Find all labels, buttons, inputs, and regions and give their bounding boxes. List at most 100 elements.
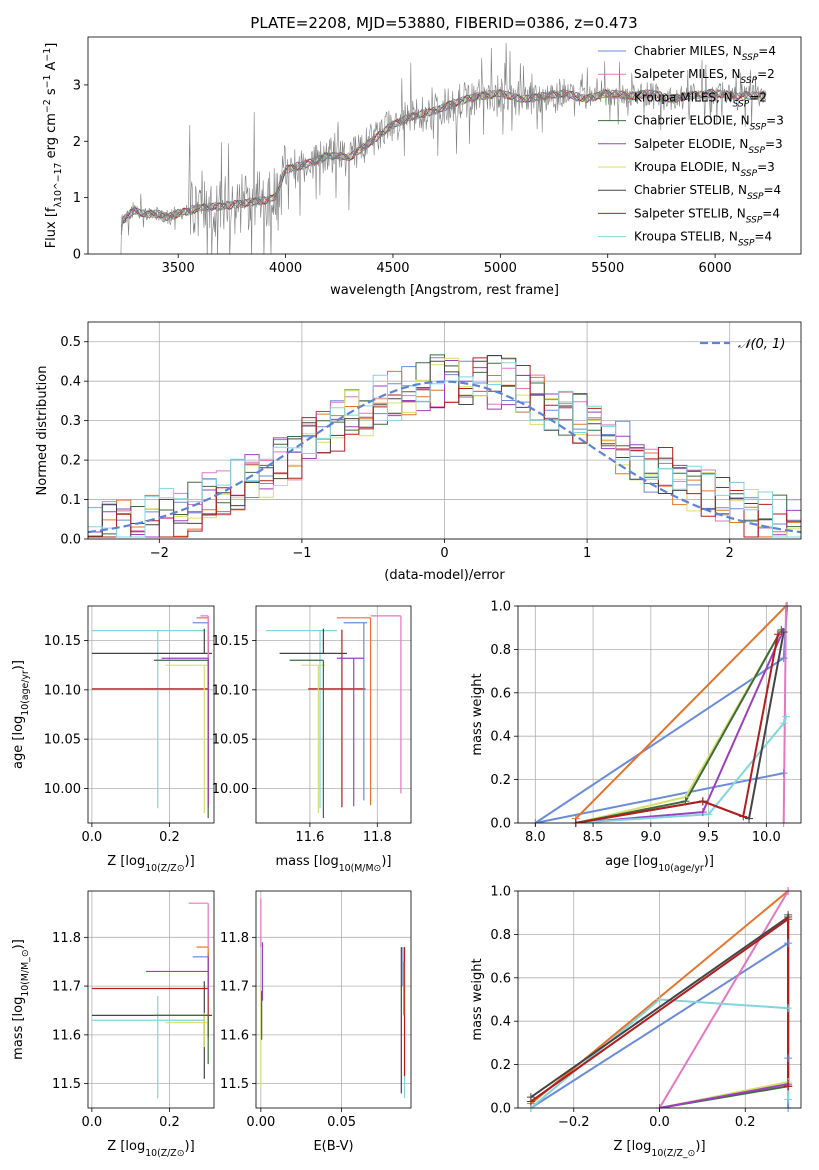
- plot-area: [256, 891, 411, 1108]
- x-tick-label: 4500: [376, 261, 409, 276]
- x-tick-label: 11.6: [295, 830, 324, 845]
- plot-area: [88, 606, 214, 823]
- x-axis-label: age [log10(age/yr)]: [605, 854, 714, 874]
- x-axis-label: (data-model)/error: [384, 568, 505, 583]
- axes-frame: [87, 605, 215, 824]
- y-tick-label: 0.3: [60, 414, 81, 429]
- panel-weight_vs_age: 8.0 8.5 9.0 9.5 10.0 0.0 0.2 0.4 0.6 0.8 1.0 age [l…: [470, 600, 802, 874]
- weight-marker: [781, 712, 790, 721]
- x-axis-label: wavelength [Angstrom, rest frame]: [330, 283, 559, 298]
- legend-entry: Salpeter ELODIE, NSSP=3: [634, 137, 783, 156]
- histogram-step: [88, 357, 801, 538]
- panel-weight_vs_Z: −0.2 0.0 0.2 0.0 0.2 0.4 0.6 0.8 1.0 Z [log10(Z/Z…: [470, 885, 802, 1159]
- y-axis-label: mass [log10(M/M_⊙)]: [11, 939, 31, 1060]
- panel-residuals: −2 −1 0 1 2 0.0 0.1 0.2 0.3 0.4 0.5 (data-model)/er…: [35, 321, 802, 583]
- y-tick-label: 0.4: [490, 730, 511, 745]
- x-tick-label: 0.2: [735, 1115, 756, 1130]
- weight-marker: [698, 797, 707, 806]
- figure-title: PLATE=2208, MJD=53880, FIBERID=0386, z=0…: [250, 14, 637, 32]
- y-tick-label: 10.00: [212, 782, 249, 797]
- y-axis-label: mass weight: [470, 673, 485, 755]
- weight-marker: [779, 769, 788, 778]
- y-tick-label: 0.8: [490, 643, 511, 658]
- x-tick-label: 2: [726, 546, 734, 561]
- weight-marker: [779, 628, 788, 637]
- x-tick-label: 5500: [591, 261, 624, 276]
- weight-marker: [773, 630, 782, 639]
- y-tick-label: 0.0: [490, 1102, 511, 1117]
- y-tick-label: 10.15: [212, 634, 249, 649]
- y-tick-label: 0.0: [60, 533, 81, 548]
- x-tick-label: 5000: [484, 261, 517, 276]
- x-tick-label: 0.05: [327, 1115, 356, 1130]
- weight-line: [658, 891, 789, 1108]
- y-tick-label: 0.2: [490, 1058, 511, 1073]
- axes-frame: [87, 890, 215, 1109]
- y-tick-label: 11.8: [220, 931, 249, 946]
- y-tick-label: 11.7: [52, 980, 81, 995]
- x-tick-label: 9.0: [640, 830, 661, 845]
- weight-marker: [698, 808, 707, 817]
- plot-layer: [91, 902, 213, 1099]
- y-tick-label: 0.5: [60, 335, 81, 350]
- legend-entry: Kroupa STELIB, NSSP=4: [634, 230, 772, 249]
- plot-layer: [91, 615, 213, 819]
- x-tick-label: −1: [292, 546, 311, 561]
- plot-layer: [260, 898, 406, 1099]
- weight-line: [782, 606, 787, 823]
- axes-frame: [255, 890, 412, 1109]
- y-tick-label: 0.6: [490, 971, 511, 986]
- x-tick-label: −0.2: [558, 1115, 590, 1130]
- panel-spectrum: 3500 4000 4500 5000 5500 6000 0 1 2 3 wavelength […: [42, 36, 802, 298]
- weight-marker: [784, 1054, 793, 1063]
- y-axis-label: mass weight: [470, 958, 485, 1040]
- plot-area: [88, 891, 214, 1108]
- y-tick-label: 0: [73, 248, 81, 263]
- legend-entry: Chabrier MILES, NSSP=4: [634, 44, 776, 63]
- y-tick-label: 10.15: [44, 634, 81, 649]
- x-tick-label: 0.2: [159, 1115, 180, 1130]
- y-tick-label: 11.8: [52, 931, 81, 946]
- y-tick-label: 2: [73, 135, 81, 150]
- normal-curve: [88, 380, 801, 534]
- x-axis-label: E(B-V): [313, 1139, 353, 1154]
- y-tick-label: 11.6: [52, 1028, 81, 1043]
- plot-layer: [266, 615, 402, 819]
- y-tick-label: 0.0: [490, 817, 511, 832]
- y-tick-label: 0.2: [60, 454, 81, 469]
- weight-marker: [784, 1004, 793, 1013]
- weight-marker: [526, 1097, 535, 1106]
- weight-marker: [784, 915, 793, 924]
- x-tick-label: 8.0: [525, 830, 546, 845]
- y-tick-label: 0.1: [60, 493, 81, 508]
- weight-line: [575, 634, 779, 823]
- y-tick-label: 1: [73, 191, 81, 206]
- y-tick-label: 0.8: [490, 928, 511, 943]
- y-axis-label: Flux [fλ10^−17 erg cm−2 s−1 A−1]: [42, 43, 64, 249]
- data-spectrum: [119, 42, 767, 254]
- weight-marker: [655, 995, 664, 1004]
- weight-marker: [779, 719, 788, 728]
- x-tick-label: 4000: [269, 261, 302, 276]
- plot-area: [518, 606, 801, 823]
- y-tick-label: 10.05: [212, 733, 249, 748]
- x-tick-label: 10.0: [752, 830, 781, 845]
- weight-marker: [704, 810, 713, 819]
- weight-marker: [784, 1082, 793, 1091]
- weight-marker: [681, 797, 690, 806]
- x-tick-label: 8.5: [583, 830, 604, 845]
- x-tick-label: 0.0: [82, 1115, 103, 1130]
- y-tick-label: 3: [73, 78, 81, 93]
- weight-line: [575, 716, 787, 823]
- y-tick-label: 0.4: [490, 1015, 511, 1030]
- x-tick-label: 11.8: [363, 830, 392, 845]
- legend-entry: Salpeter STELIB, NSSP=4: [634, 206, 780, 225]
- axes-frame: [255, 605, 412, 824]
- legend: Chabrier MILES, NSSP=4 Salpeter MILES, NS…: [598, 44, 784, 249]
- x-tick-label: 9.5: [698, 830, 719, 845]
- panel-mass_vs_Z: 0.0 0.2 11.5 11.6 11.7 11.8 Z [log10(Z/Z⊙)] mas…: [11, 890, 215, 1159]
- weight-marker: [739, 812, 748, 821]
- y-tick-label: 10.10: [44, 683, 81, 698]
- y-tick-label: 0.4: [60, 375, 81, 390]
